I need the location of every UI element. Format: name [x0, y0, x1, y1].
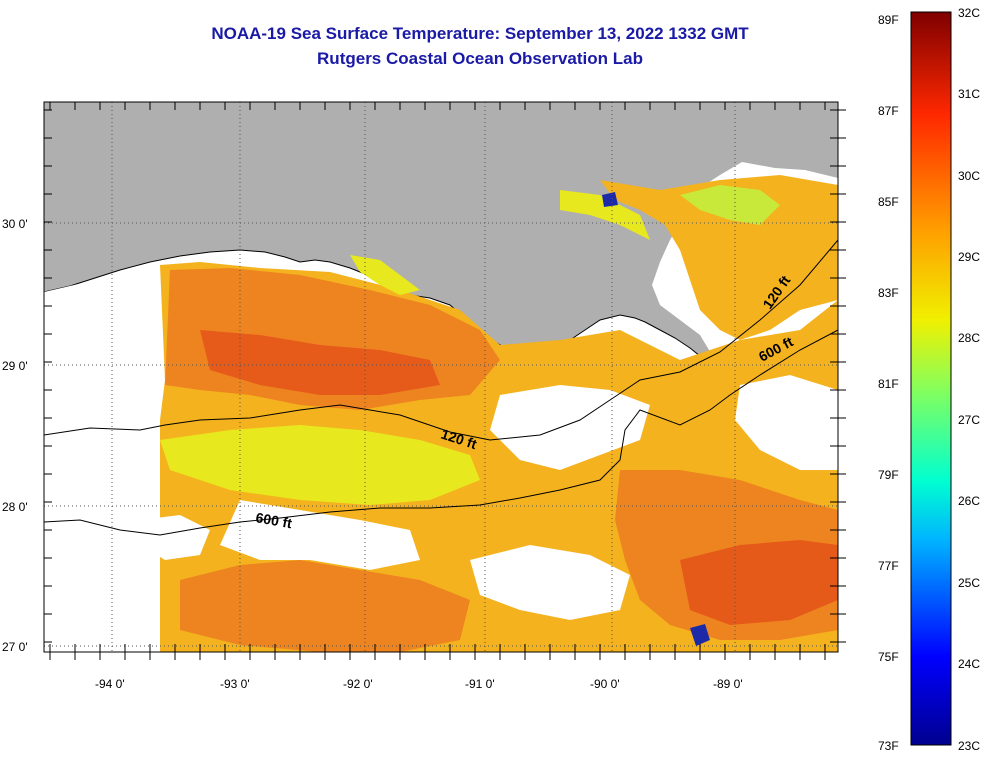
c-label: 26C [958, 494, 980, 508]
land-mass [44, 102, 838, 365]
sst-swath [44, 175, 838, 652]
colorbar-fahrenheit: 89F 87F 85F 83F 81F 79F 77F 75F 73F [878, 13, 899, 753]
c-label: 28C [958, 331, 980, 345]
lat-label: 27 0' [2, 640, 28, 654]
lat-axis: 30 0' 29 0' 28 0' 27 0' [2, 217, 28, 654]
c-label: 31C [958, 87, 980, 101]
contour-label: 600 ft [254, 509, 293, 531]
c-label: 30C [958, 169, 980, 183]
frame-ticks [44, 102, 846, 660]
colorbar-celsius: 32C 31C 30C 29C 28C 27C 26C 25C 24C 23C [958, 6, 980, 753]
f-label: 77F [878, 559, 899, 573]
f-label: 83F [878, 286, 899, 300]
lon-label: -93 0' [220, 677, 250, 691]
lat-label: 28 0' [2, 500, 28, 514]
lon-label: -94 0' [95, 677, 125, 691]
c-label: 25C [958, 576, 980, 590]
lon-label: -90 0' [590, 677, 620, 691]
map-frame [43, 101, 839, 653]
c-label: 32C [958, 6, 980, 20]
c-label: 24C [958, 657, 980, 671]
colorbar [910, 11, 952, 746]
c-label: 23C [958, 739, 980, 753]
lat-label: 30 0' [2, 217, 28, 231]
lon-label: -92 0' [343, 677, 373, 691]
lon-label: -89 0' [713, 677, 743, 691]
graticule [44, 102, 838, 652]
f-label: 81F [878, 377, 899, 391]
c-label: 27C [958, 413, 980, 427]
f-label: 87F [878, 104, 899, 118]
f-label: 85F [878, 195, 899, 209]
map-subtitle: Rutgers Coastal Ocean Observation Lab [317, 49, 643, 68]
f-label: 73F [878, 739, 899, 753]
f-label: 89F [878, 13, 899, 27]
map-title: NOAA-19 Sea Surface Temperature: Septemb… [211, 24, 749, 43]
coastline [44, 249, 721, 366]
c-label: 29C [958, 250, 980, 264]
lon-label: -91 0' [465, 677, 495, 691]
f-label: 75F [878, 650, 899, 664]
isobath-lines [44, 239, 838, 536]
lon-axis: -94 0' -93 0' -92 0' -91 0' -90 0' -89 0… [95, 677, 743, 691]
f-label: 79F [878, 468, 899, 482]
lat-label: 29 0' [2, 359, 28, 373]
